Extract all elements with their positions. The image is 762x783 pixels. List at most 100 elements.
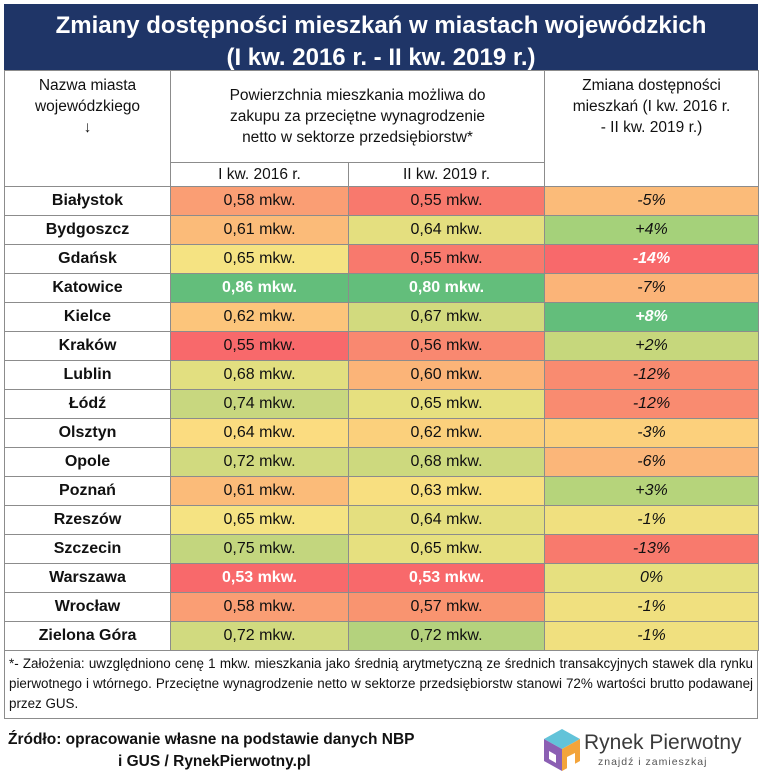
q2019-cell: 0,60 mkw. xyxy=(347,360,546,390)
header-area-line3: netto w sektorze przedsiębiorstw* xyxy=(242,129,473,146)
table-row: Rzeszów 0,65 mkw. 0,64 mkw. -1% xyxy=(4,505,760,535)
table-row: Wrocław 0,58 mkw. 0,57 mkw. -1% xyxy=(4,592,760,622)
table-row: Opole 0,72 mkw. 0,68 mkw. -6% xyxy=(4,447,760,477)
city-cell: Lublin xyxy=(4,360,171,390)
change-cell: +3% xyxy=(544,476,760,506)
city-cell: Warszawa xyxy=(4,563,171,593)
header-area-line2: zakupu za przeciętne wynagrodzenie xyxy=(229,108,486,125)
city-cell: Olsztyn xyxy=(4,418,171,448)
page-title: Zmiany dostępności mieszkań w miastach w… xyxy=(4,4,758,71)
city-cell: Katowice xyxy=(4,273,171,303)
header-change-line1: Zmiana dostępności xyxy=(582,77,721,94)
header-city: Nazwa miasta wojewódzkiego ↓ xyxy=(4,70,171,187)
q2019-cell: 0,80 mkw. xyxy=(347,273,546,303)
title-line-2: (I kw. 2016 r. - II kw. 2019 r.) xyxy=(226,44,536,71)
q2016-cell: 0,65 mkw. xyxy=(170,505,349,535)
source-text: Źródło: opracowanie własne na podstawie … xyxy=(8,729,415,773)
city-cell: Łódź xyxy=(4,389,171,419)
table-row: Gdańsk 0,65 mkw. 0,55 mkw. -14% xyxy=(4,244,760,274)
city-cell: Zielona Góra xyxy=(4,621,171,651)
table-row: Kraków 0,55 mkw. 0,56 mkw. +2% xyxy=(4,331,760,361)
city-cell: Kraków xyxy=(4,331,171,361)
table-row: Bydgoszcz 0,61 mkw. 0,64 mkw. +4% xyxy=(4,215,760,245)
city-cell: Bydgoszcz xyxy=(4,215,171,245)
city-cell: Poznań xyxy=(4,476,171,506)
q2016-cell: 0,72 mkw. xyxy=(170,447,349,477)
change-cell: -5% xyxy=(544,186,760,216)
change-cell: -12% xyxy=(544,389,760,419)
q2019-cell: 0,63 mkw. xyxy=(347,476,546,506)
q2016-cell: 0,86 mkw. xyxy=(170,273,349,303)
q2019-cell: 0,67 mkw. xyxy=(347,302,546,332)
table-row: Białystok 0,58 mkw. 0,55 mkw. -5% xyxy=(4,186,760,216)
rynek-pierwotny-logo: Rynek Pierwotny znajdź i zamieszkaj xyxy=(540,727,742,777)
change-cell: -1% xyxy=(544,505,760,535)
header-area-line1: Powierzchnia mieszkania możliwa do xyxy=(229,87,486,104)
table-row: Lublin 0,68 mkw. 0,60 mkw. -12% xyxy=(4,360,760,390)
change-cell: -1% xyxy=(544,592,760,622)
q2019-cell: 0,62 mkw. xyxy=(347,418,546,448)
logo-name: Rynek Pierwotny xyxy=(584,731,742,754)
header-city-line2: wojewódzkiego xyxy=(34,98,141,115)
q2016-cell: 0,62 mkw. xyxy=(170,302,349,332)
table-row: Łódź 0,74 mkw. 0,65 mkw. -12% xyxy=(4,389,760,419)
header-q2016: I kw. 2016 r. xyxy=(170,162,349,187)
q2019-cell: 0,55 mkw. xyxy=(347,244,546,274)
city-cell: Gdańsk xyxy=(4,244,171,274)
q2019-cell: 0,57 mkw. xyxy=(347,592,546,622)
title-line-1: Zmiany dostępności mieszkań w miastach w… xyxy=(55,12,707,39)
change-cell: -14% xyxy=(544,244,760,274)
change-cell: +8% xyxy=(544,302,760,332)
q2016-cell: 0,58 mkw. xyxy=(170,186,349,216)
change-cell: -12% xyxy=(544,360,760,390)
q2019-cell: 0,64 mkw. xyxy=(347,505,546,535)
data-table: Nazwa miasta wojewódzkiego ↓ Powierzchni… xyxy=(4,70,760,651)
q2016-cell: 0,65 mkw. xyxy=(170,244,349,274)
city-cell: Wrocław xyxy=(4,592,171,622)
q2016-cell: 0,75 mkw. xyxy=(170,534,349,564)
q2019-cell: 0,65 mkw. xyxy=(347,534,546,564)
change-cell: -3% xyxy=(544,418,760,448)
q2016-cell: 0,68 mkw. xyxy=(170,360,349,390)
logo-tagline: znajdź i zamieszkaj xyxy=(598,756,708,768)
table-card: Zmiany dostępności mieszkań w miastach w… xyxy=(4,4,760,783)
city-cell: Rzeszów xyxy=(4,505,171,535)
change-cell: +2% xyxy=(544,331,760,361)
q2016-cell: 0,72 mkw. xyxy=(170,621,349,651)
change-cell: -6% xyxy=(544,447,760,477)
city-cell: Opole xyxy=(4,447,171,477)
city-cell: Szczecin xyxy=(4,534,171,564)
change-cell: 0% xyxy=(544,563,760,593)
q2019-cell: 0,64 mkw. xyxy=(347,215,546,245)
q2016-cell: 0,55 mkw. xyxy=(170,331,349,361)
header-q2019: II kw. 2019 r. xyxy=(347,162,546,187)
header-change-line3: - II kw. 2019 r.) xyxy=(600,119,703,136)
q2016-cell: 0,61 mkw. xyxy=(170,215,349,245)
city-cell: Kielce xyxy=(4,302,171,332)
change-cell: -13% xyxy=(544,534,760,564)
q2019-cell: 0,53 mkw. xyxy=(347,563,546,593)
table-row: Szczecin 0,75 mkw. 0,65 mkw. -13% xyxy=(4,534,760,564)
house-cube-logo-icon xyxy=(544,729,580,771)
source-line-2: i GUS / RynekPierwotny.pl xyxy=(118,753,311,770)
q2019-cell: 0,55 mkw. xyxy=(347,186,546,216)
q2016-cell: 0,53 mkw. xyxy=(170,563,349,593)
table-row: Warszawa 0,53 mkw. 0,53 mkw. 0% xyxy=(4,563,760,593)
change-cell: -1% xyxy=(544,621,760,651)
q2016-cell: 0,58 mkw. xyxy=(170,592,349,622)
down-arrow-icon: ↓ xyxy=(83,119,92,136)
footer: Źródło: opracowanie własne na podstawie … xyxy=(4,719,758,783)
q2016-cell: 0,64 mkw. xyxy=(170,418,349,448)
change-cell: +4% xyxy=(544,215,760,245)
table-row: Poznań 0,61 mkw. 0,63 mkw. +3% xyxy=(4,476,760,506)
header-area: Powierzchnia mieszkania możliwa do zakup… xyxy=(169,70,546,163)
table-body: Białystok 0,58 mkw. 0,55 mkw. -5% Bydgoszcz 0… xyxy=(4,186,760,651)
q2016-cell: 0,74 mkw. xyxy=(170,389,349,419)
city-cell: Białystok xyxy=(4,186,171,216)
table-row: Katowice 0,86 mkw. 0,80 mkw. -7% xyxy=(4,273,760,303)
table-row: Olsztyn 0,64 mkw. 0,62 mkw. -3% xyxy=(4,418,760,448)
change-cell: -7% xyxy=(544,273,760,303)
footnote: *- Założenia: uwzględniono cenę 1 mkw. m… xyxy=(4,651,758,719)
header-change: Zmiana dostępności mieszkań (I kw. 2016 … xyxy=(544,70,760,187)
header-city-line1: Nazwa miasta xyxy=(38,77,137,94)
